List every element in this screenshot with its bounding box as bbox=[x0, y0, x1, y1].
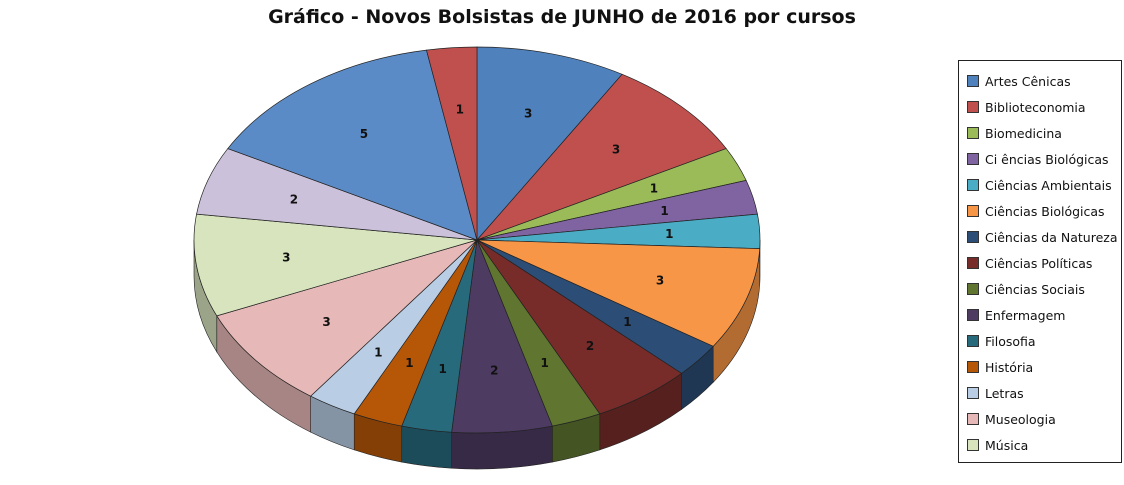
data-label: 2 bbox=[490, 364, 498, 378]
legend-swatch bbox=[967, 127, 979, 139]
legend-swatch bbox=[967, 283, 979, 295]
legend-label: Biblioteconomia bbox=[985, 99, 1086, 115]
legend-item: Ci ências Biológicas bbox=[967, 146, 1121, 172]
data-label: 3 bbox=[656, 274, 664, 288]
legend-item: Biblioteconomia bbox=[967, 94, 1121, 120]
legend-item: Museologia bbox=[967, 406, 1121, 432]
legend-label: Ciências Políticas bbox=[985, 255, 1093, 271]
data-label: 1 bbox=[438, 362, 446, 376]
data-label: 1 bbox=[405, 356, 413, 370]
legend-swatch bbox=[967, 101, 979, 113]
legend-swatch bbox=[967, 205, 979, 217]
legend-label: Ci ências Biológicas bbox=[985, 151, 1109, 167]
data-label: 1 bbox=[650, 181, 658, 195]
legend-item: Ciências Ambientais bbox=[967, 172, 1121, 198]
legend-swatch bbox=[967, 387, 979, 399]
legend-label: Ciências da Natureza bbox=[985, 229, 1118, 245]
data-label: 1 bbox=[374, 346, 382, 360]
legend-item: Ciências Sociais bbox=[967, 276, 1121, 302]
legend-item: Filosofia bbox=[967, 328, 1121, 354]
pie-slice-14 bbox=[193, 213, 478, 317]
pie-slice-1 bbox=[476, 73, 727, 241]
legend-label: Ciências Ambientais bbox=[985, 177, 1112, 193]
data-label: 2 bbox=[586, 339, 594, 353]
legend-label: Música bbox=[985, 437, 1029, 453]
legend-item: Ciências Políticas bbox=[967, 250, 1121, 276]
pie-slice-0 bbox=[476, 46, 623, 241]
legend-item: Artes Cênicas bbox=[967, 68, 1121, 94]
pie-sides bbox=[193, 239, 761, 470]
chart-title: Gráfico - Novos Bolsistas de JUNHO de 20… bbox=[268, 6, 856, 28]
data-label: 1 bbox=[456, 102, 464, 116]
legend-swatch bbox=[967, 179, 979, 191]
legend-item: Música bbox=[967, 432, 1121, 458]
legend-swatch bbox=[967, 439, 979, 451]
pie-slice-16 bbox=[227, 49, 478, 241]
legend-swatch bbox=[967, 75, 979, 87]
legend-swatch bbox=[967, 231, 979, 243]
legend-label: Museologia bbox=[985, 411, 1056, 427]
data-label: 1 bbox=[660, 204, 668, 218]
data-label: 2 bbox=[290, 192, 298, 206]
pie-side-10 bbox=[401, 425, 452, 469]
pie-slice-5 bbox=[476, 239, 761, 347]
data-label: 5 bbox=[360, 127, 368, 141]
legend-label: Artes Cênicas bbox=[985, 73, 1071, 89]
data-label: 3 bbox=[282, 251, 290, 265]
data-label: 3 bbox=[524, 106, 532, 120]
legend-item: História bbox=[967, 354, 1121, 380]
legend-swatch bbox=[967, 257, 979, 269]
legend-item: Ciências Biológicas bbox=[967, 198, 1121, 224]
legend-item: Letras bbox=[967, 380, 1121, 406]
legend-label: Enfermagem bbox=[985, 307, 1066, 323]
legend-swatch bbox=[967, 153, 979, 165]
legend-label: História bbox=[985, 359, 1034, 375]
data-label: 3 bbox=[322, 315, 330, 329]
legend-label: Letras bbox=[985, 385, 1024, 401]
legend-label: Filosofia bbox=[985, 333, 1036, 349]
pie-slice-13 bbox=[216, 239, 478, 397]
legend-label: Biomedicina bbox=[985, 125, 1062, 141]
data-label: 1 bbox=[623, 315, 631, 329]
legend-swatch bbox=[967, 361, 979, 373]
legend-label: Ciências Biológicas bbox=[985, 203, 1105, 219]
legend-item: Biomedicina bbox=[967, 120, 1121, 146]
legend-item: Enfermagem bbox=[967, 302, 1121, 328]
legend-label: Ciências Sociais bbox=[985, 281, 1085, 297]
data-label: 1 bbox=[540, 356, 548, 370]
legend-swatch bbox=[967, 309, 979, 321]
data-label: 1 bbox=[665, 227, 673, 241]
pie-slice-17 bbox=[426, 46, 478, 241]
legend: Artes Cênicas Biblioteconomia Biomedicina C… bbox=[958, 60, 1122, 463]
data-label: 3 bbox=[612, 142, 620, 156]
legend-item: Ciências da Natureza bbox=[967, 224, 1121, 250]
legend-swatch bbox=[967, 413, 979, 425]
legend-swatch bbox=[967, 335, 979, 347]
